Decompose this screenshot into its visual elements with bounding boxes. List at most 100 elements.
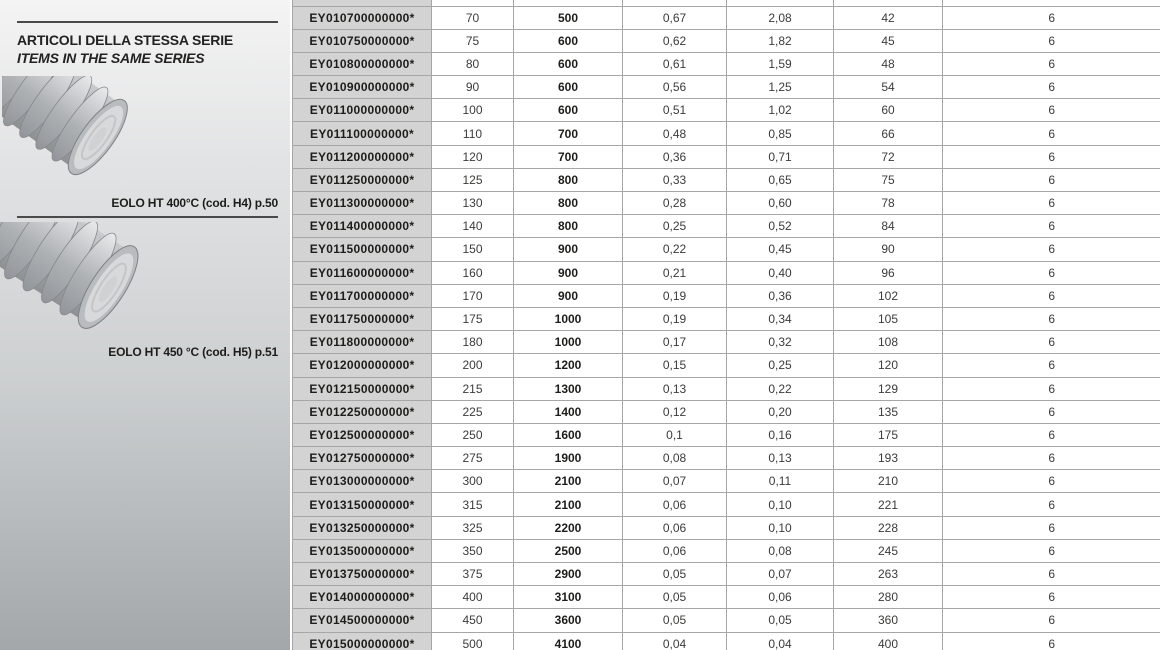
- pack-cell: 6: [942, 51, 1160, 77]
- table-row: EY011800000000* 180 1000 0,17 0,32 108 6: [292, 330, 1160, 355]
- pack-cell: 6: [942, 283, 1160, 308]
- value-a-cell: 0,21: [622, 260, 727, 285]
- pack-cell: 6: [942, 144, 1160, 169]
- code-cell: EY011300000000*: [292, 190, 432, 216]
- code-cell: EY011700000000*: [292, 283, 432, 308]
- weight-cell: 105: [833, 306, 943, 332]
- weight-cell: 102: [833, 283, 943, 308]
- value-b-cell: 0,71: [726, 144, 834, 169]
- table-row: EY011400000000* 140 800 0,25 0,52 84 6: [292, 214, 1160, 239]
- code-cell: EY011400000000*: [292, 214, 432, 239]
- table-row: EY012000000000* 200 1200 0,15 0,25 120 6: [292, 353, 1160, 378]
- value-b-cell: 1,59: [726, 51, 834, 77]
- value-b-cell: 0,05: [726, 608, 834, 633]
- code-cell: EY011600000000*: [292, 260, 432, 285]
- value-a-cell: 0,51: [622, 98, 727, 123]
- weight-cell: 78: [833, 190, 943, 216]
- bold-value-cell: 2100: [513, 469, 623, 494]
- code-cell: EY010800000000*: [292, 51, 432, 77]
- product-caption-2: EOLO HT 450 °C (cod. H5) p.51: [108, 345, 278, 359]
- hose-product-image-2: [0, 222, 139, 329]
- table-row: EY014000000000* 400 3100 0,05 0,06 280 6: [292, 585, 1160, 610]
- weight-cell: 135: [833, 399, 943, 424]
- pack-cell: 6: [942, 446, 1160, 471]
- value-b-cell: 0,40: [726, 260, 834, 285]
- weight-cell: 96: [833, 260, 943, 285]
- table-row: EY010900000000* 90 600 0,56 1,25 54 6: [292, 75, 1160, 100]
- bold-value-cell: 700: [513, 121, 623, 146]
- code-cell: EY011200000000*: [292, 144, 432, 169]
- diameter-cell: 90: [431, 75, 514, 100]
- value-a-cell: 0,05: [622, 561, 727, 587]
- value-a-cell: 0,25: [622, 214, 727, 239]
- pack-cell: 6: [942, 538, 1160, 564]
- code-cell: EY011750000000*: [292, 306, 432, 332]
- weight-cell: 72: [833, 144, 943, 169]
- series-heading-english: ITEMS IN THE SAME SERIES: [17, 50, 205, 66]
- bold-value-cell: 600: [513, 51, 623, 77]
- weight-cell: 360: [833, 608, 943, 633]
- code-cell: EY010900000000*: [292, 75, 432, 100]
- weight-cell: 221: [833, 492, 943, 517]
- diameter-cell: 175: [431, 306, 514, 332]
- table-row: EY011100000000* 110 700 0,48 0,85 66 6: [292, 121, 1160, 146]
- weight-cell: 108: [833, 330, 943, 355]
- value-b-cell: 0,65: [726, 167, 834, 193]
- value-a-cell: 0,19: [622, 283, 727, 308]
- value-a-cell: 0,17: [622, 330, 727, 355]
- bold-value-cell: 2200: [513, 515, 623, 540]
- diameter-cell: 400: [431, 585, 514, 610]
- value-b-cell: 0,25: [726, 353, 834, 378]
- weight-cell: 84: [833, 214, 943, 239]
- diameter-cell: 160: [431, 260, 514, 285]
- weight-cell: 75: [833, 167, 943, 193]
- code-cell: EY013750000000*: [292, 561, 432, 587]
- divider-line: [17, 21, 278, 23]
- value-b-cell: 1,25: [726, 75, 834, 100]
- value-b-cell: 0,13: [726, 446, 834, 471]
- code-cell: EY015000000000*: [292, 631, 432, 650]
- bold-value-cell: 500: [513, 5, 623, 30]
- value-b-cell: 0,10: [726, 515, 834, 540]
- value-a-cell: 0,05: [622, 585, 727, 610]
- pack-cell: 6: [942, 28, 1160, 53]
- code-cell: EY011000000000*: [292, 98, 432, 123]
- table-row: EY011300000000* 130 800 0,28 0,60 78 6: [292, 190, 1160, 216]
- code-cell: EY011500000000*: [292, 237, 432, 262]
- value-a-cell: 0,19: [622, 306, 727, 332]
- diameter-cell: 110: [431, 121, 514, 146]
- code-cell: EY011800000000*: [292, 330, 432, 355]
- value-b-cell: 0,22: [726, 376, 834, 401]
- diameter-cell: 170: [431, 283, 514, 308]
- code-cell: EY012750000000*: [292, 446, 432, 471]
- value-a-cell: 0,67: [622, 5, 727, 30]
- table-row: EY011750000000* 175 1000 0,19 0,34 105 6: [292, 306, 1160, 332]
- pack-cell: 6: [942, 469, 1160, 494]
- value-a-cell: 0,36: [622, 144, 727, 169]
- table-row: EY011700000000* 170 900 0,19 0,36 102 6: [292, 283, 1160, 308]
- code-cell: EY013500000000*: [292, 538, 432, 564]
- code-cell: EY012000000000*: [292, 353, 432, 378]
- value-b-cell: 0,06: [726, 585, 834, 610]
- diameter-cell: 225: [431, 399, 514, 424]
- bold-value-cell: 1900: [513, 446, 623, 471]
- bold-value-cell: 800: [513, 167, 623, 193]
- value-a-cell: 0,56: [622, 75, 727, 100]
- code-cell: EY012250000000*: [292, 399, 432, 424]
- series-heading: ARTICOLI DELLA STESSA SERIE ITEMS IN THE…: [17, 31, 233, 67]
- code-cell: EY011250000000*: [292, 167, 432, 193]
- weight-cell: 175: [833, 422, 943, 448]
- pack-cell: 6: [942, 75, 1160, 100]
- bold-value-cell: 600: [513, 28, 623, 53]
- value-b-cell: 0,52: [726, 214, 834, 239]
- value-b-cell: 1,02: [726, 98, 834, 123]
- pack-cell: 6: [942, 608, 1160, 633]
- value-b-cell: 0,20: [726, 399, 834, 424]
- table-row: EY010800000000* 80 600 0,61 1,59 48 6: [292, 51, 1160, 77]
- pack-cell: 6: [942, 330, 1160, 355]
- series-table-wrapper: EY010700000000* 70 500 0,67 2,08 42 6 EY0107500…: [292, 0, 1160, 650]
- value-a-cell: 0,28: [622, 190, 727, 216]
- value-b-cell: 0,36: [726, 283, 834, 308]
- bold-value-cell: 800: [513, 190, 623, 216]
